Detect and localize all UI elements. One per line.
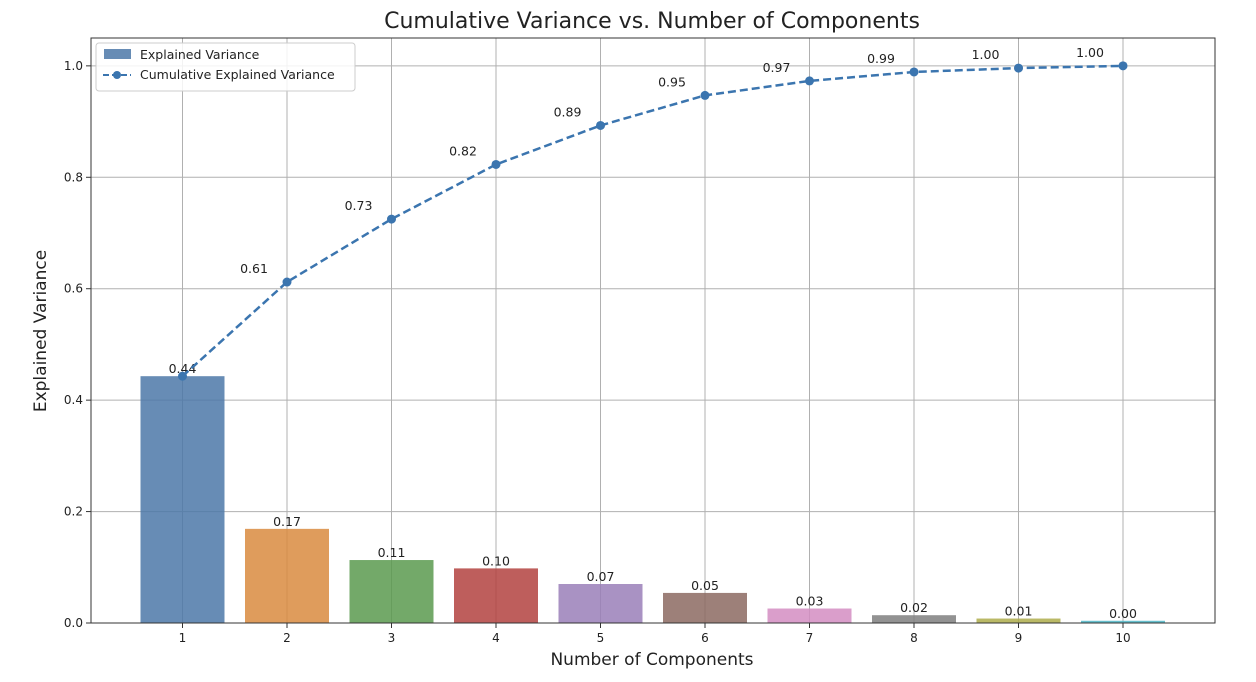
bar xyxy=(245,528,329,623)
bar-data-labels: 0.44 0.17 0.11 0.10 0.07 0.05 0.03 0.02 0.01 0.00 xyxy=(169,361,1137,621)
bar xyxy=(1081,620,1165,623)
y-tick-label: 0.4 xyxy=(64,393,83,407)
cumulative-point xyxy=(596,120,605,130)
y-axis-ticks: 0.0 0.2 0.4 0.6 0.8 1.0 xyxy=(64,59,91,630)
bar-value-label: 0.00 xyxy=(1109,606,1137,621)
bar xyxy=(872,615,956,623)
x-tick-label: 8 xyxy=(910,631,918,645)
cumulative-point xyxy=(282,277,292,287)
bar-value-label: 0.44 xyxy=(169,361,197,376)
bar xyxy=(767,608,852,623)
cumulative-value-label: 0.95 xyxy=(658,74,686,89)
bar xyxy=(558,584,643,623)
x-axis-label: Number of Components xyxy=(550,650,753,670)
cumulative-value-label: 0.89 xyxy=(554,104,582,119)
cumulative-point xyxy=(700,90,710,100)
bar-value-label: 0.01 xyxy=(1005,604,1033,619)
y-tick-label: 0.0 xyxy=(64,616,83,630)
legend: Explained Variance Cumulative Explained … xyxy=(95,42,356,92)
cumulative-point xyxy=(491,159,501,169)
cumulative-value-label: 1.00 xyxy=(972,47,1000,62)
y-tick-label: 0.8 xyxy=(64,170,83,184)
bar-value-label: 0.05 xyxy=(691,578,719,593)
legend-entry-cumulative-explained-variance: Cumulative Explained Variance xyxy=(140,67,335,82)
legend-box xyxy=(95,42,356,92)
bar-value-label: 0.07 xyxy=(587,569,615,584)
cumulative-line xyxy=(181,64,1124,378)
chart-title: Cumulative Variance vs. Number of Compon… xyxy=(384,9,920,34)
cumulative-point xyxy=(909,67,919,77)
cumulative-data-labels: 0.61 0.73 0.82 0.89 0.95 0.97 0.99 1.00 1.00 xyxy=(240,45,1104,276)
cumulative-point xyxy=(805,76,814,86)
x-tick-label: 3 xyxy=(388,631,396,645)
y-axis-label: Explained Variance xyxy=(31,250,51,412)
cumulative-value-label: 0.97 xyxy=(763,60,791,75)
bar xyxy=(140,376,225,623)
bar-value-label: 0.03 xyxy=(796,594,824,609)
cumulative-value-label: 0.99 xyxy=(867,51,895,66)
x-tick-label: 7 xyxy=(806,631,814,645)
x-tick-label: 4 xyxy=(492,631,500,645)
cumulative-point xyxy=(1118,61,1128,71)
bar xyxy=(349,560,434,623)
cumulative-value-label: 0.82 xyxy=(449,143,477,158)
cumulative-value-label: 0.61 xyxy=(240,261,268,276)
x-tick-label: 2 xyxy=(283,631,291,645)
bar-value-label: 0.02 xyxy=(900,600,928,615)
plot-area-frame xyxy=(90,37,1216,624)
x-tick-label: 5 xyxy=(597,631,605,645)
legend-bar-swatch xyxy=(104,49,131,59)
x-tick-label: 10 xyxy=(1115,631,1130,645)
cumulative-value-label: 0.73 xyxy=(345,198,373,213)
y-tick-label: 0.2 xyxy=(64,505,83,519)
bar xyxy=(663,592,747,623)
legend-line-marker xyxy=(113,71,121,79)
bar xyxy=(454,568,538,623)
bar xyxy=(976,618,1061,623)
cumulative-point xyxy=(387,214,396,224)
cumulative-line-series xyxy=(178,61,1128,381)
cumulative-point xyxy=(178,371,187,381)
bar-value-label: 0.10 xyxy=(482,553,510,568)
bar-value-label: 0.11 xyxy=(378,545,406,560)
x-tick-label: 9 xyxy=(1015,631,1023,645)
bar-series xyxy=(140,376,1165,623)
bar-value-label: 0.17 xyxy=(273,514,301,529)
x-tick-label: 1 xyxy=(179,631,187,645)
x-axis-ticks: 1 2 3 4 5 6 7 8 9 10 xyxy=(179,623,1131,645)
y-tick-label: 0.6 xyxy=(64,282,83,296)
cumulative-value-label: 1.00 xyxy=(1076,45,1104,60)
legend-entry-explained-variance: Explained Variance xyxy=(140,47,260,62)
y-tick-label: 1.0 xyxy=(64,59,83,73)
x-tick-label: 6 xyxy=(701,631,709,645)
cumulative-point xyxy=(1014,63,1023,73)
